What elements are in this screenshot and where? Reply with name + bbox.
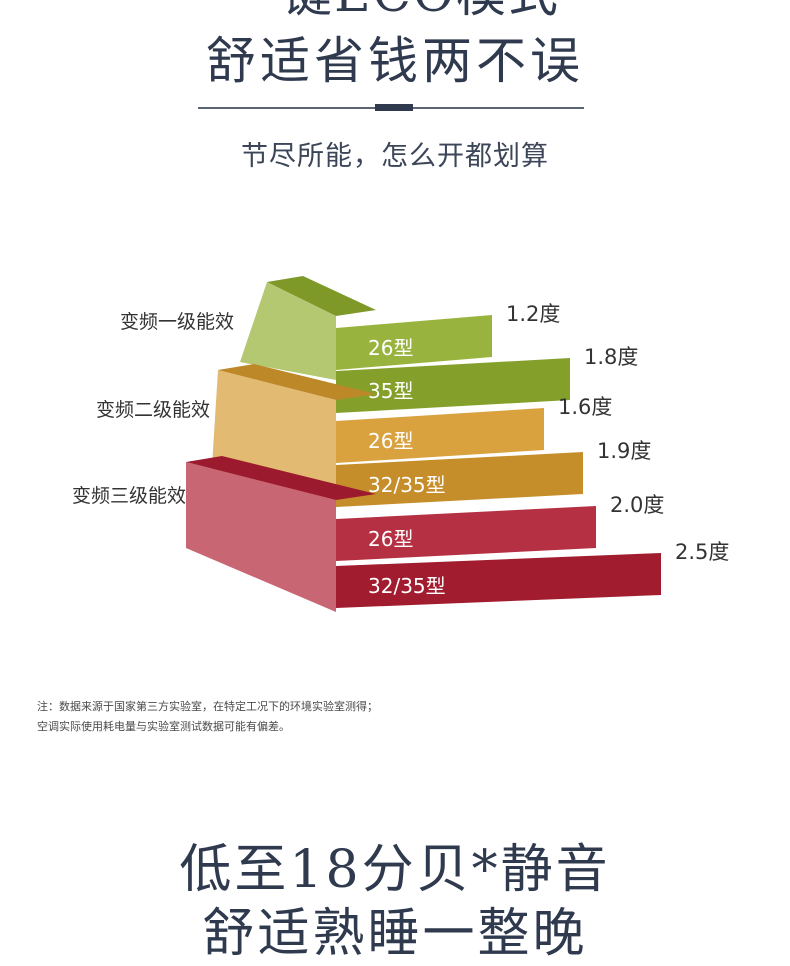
value-label: 1.6度: [558, 395, 612, 419]
bar-2-2: [336, 452, 583, 507]
bar-1-1: [336, 315, 492, 370]
quiet-headline: 低至18分贝*静音: [179, 840, 611, 900]
pyramid-ridge-1: [267, 276, 376, 316]
bar-3-2: [336, 553, 661, 608]
footnote-line-1: 注：数据来源于国家第三方实验室，在特定工况下的环境实验室测得；: [37, 700, 378, 713]
quiet-subheadline: 舒适熟睡一整晚: [202, 904, 588, 964]
value-label: 1.8度: [584, 345, 638, 369]
bar-3-1: [336, 506, 596, 561]
bar-2-1: [336, 408, 544, 463]
bar-label: 26型: [368, 527, 413, 551]
value-label: 2.0度: [610, 493, 664, 517]
energy-efficiency-chart: 26型 1.2度 35型 1.8度 变频一级能效 26型 1.6度 32/35型 1.9度 变频二…: [72, 276, 729, 612]
value-label: 1.2度: [506, 302, 560, 326]
value-label: 1.9度: [597, 439, 651, 463]
footnote-line-2: 空调实际使用耗电量与实验室测试数据可能有偏差。: [37, 720, 290, 733]
bar-label: 32/35型: [368, 473, 446, 497]
pyramid-face-1: [240, 282, 336, 380]
bar-label: 26型: [368, 429, 413, 453]
bar-1-2: [336, 358, 570, 413]
page-headline: 舒适省钱两不误: [206, 32, 584, 90]
group-label: 变频三级能效: [72, 485, 186, 507]
pyramid-face-3: [186, 462, 336, 612]
eco-mode-title: 一键ECO模式: [0, 0, 790, 22]
title-divider-accent: [375, 104, 413, 111]
group-label: 变频一级能效: [120, 311, 234, 333]
value-label: 2.5度: [675, 540, 729, 564]
pyramid-ridge-3: [186, 456, 376, 500]
page-subtitle: 节尽所能，怎么开都划算: [241, 141, 549, 172]
bar-label: 26型: [368, 336, 413, 360]
group-label: 变频二级能效: [96, 399, 210, 421]
bar-label: 35型: [368, 379, 413, 403]
pyramid-ridge-2: [218, 364, 376, 400]
bar-label: 32/35型: [368, 574, 446, 598]
